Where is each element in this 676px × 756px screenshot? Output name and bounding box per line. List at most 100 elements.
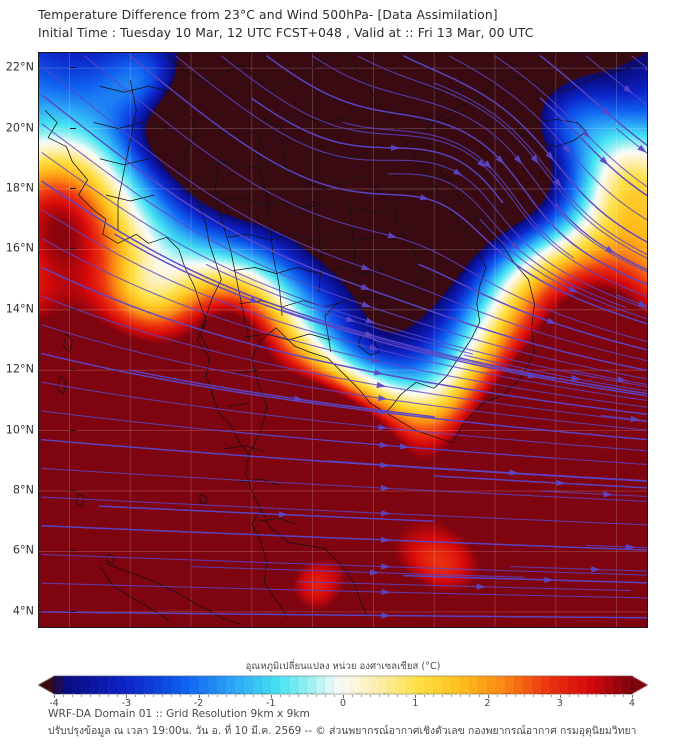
colorbar-minor-tick [496,695,498,697]
colorbar-minor-tick [90,695,92,697]
colorbar-minor-tick [334,695,335,697]
colorbar-minor-tick [397,695,399,697]
colorbar-minor-tick [189,695,191,697]
colorbar-major-tick [343,695,344,698]
y-axis-tick [70,490,76,492]
colorbar-gradient [38,675,648,695]
y-axis-tick [70,248,76,250]
colorbar-minor-tick [243,695,245,697]
colorbar-minor-tick [550,695,552,697]
colorbar-minor-tick [234,695,236,697]
colorbar-tick-label: 2 [484,698,491,709]
chart-title-block: Temperature Difference from 23°C and Win… [38,6,638,42]
colorbar-minor-tick [63,695,64,697]
colorbar-minor-tick [541,695,543,697]
colorbar-minor-tick [180,695,182,697]
colorbar-minor-tick [72,695,74,697]
y-axis-tick-label: 16°N [5,241,34,255]
colorbar-minor-tick [586,695,588,697]
y-axis-tick-label: 20°N [5,121,34,135]
colorbar-tick-label: -3 [121,698,131,709]
colorbar-major-tick [198,695,200,698]
y-axis-tick [70,369,76,371]
y-axis-tick [70,429,76,431]
colorbar-minor-tick [261,695,263,697]
colorbar-minor-tick [216,695,218,697]
colorbar-minor-tick [613,695,615,697]
colorbar-minor-tick [388,695,390,697]
footer-domain-info: WRF-DA Domain 01 :: Grid Resolution 9km … [48,708,310,720]
colorbar-minor-tick [207,695,209,697]
colorbar-minor-tick [379,695,381,697]
y-axis-tick [70,550,76,552]
y-axis-tick-label: 10°N [5,423,34,437]
map-frame [38,52,648,628]
y-axis-tick-label: 8°N [12,483,34,497]
colorbar-minor-tick [532,695,534,697]
colorbar-minor-tick [406,695,408,697]
colorbar-minor-tick [623,695,624,697]
y-axis-tick [70,127,76,129]
y-axis-tick-label: 12°N [5,362,34,376]
colorbar-minor-tick [523,695,525,697]
colorbar-minor-tick [460,695,462,697]
colorbar-minor-tick [469,695,471,697]
colorbar-minor-tick [595,695,597,697]
colorbar-minor-tick [478,695,480,697]
colorbar-title: อุณหภูมิเปลี่ยนแปลง หน่วย องศาเซลเซียส (… [245,661,441,672]
colorbar-minor-tick [279,695,281,697]
colorbar-minor-tick [99,695,101,697]
colorbar-minor-tick [171,695,173,697]
footer-block: WRF-DA Domain 01 :: Grid Resolution 9km … [48,706,658,740]
colorbar-minor-tick [117,695,119,697]
colorbar-minor-tick [288,695,290,697]
y-axis-tick-label: 14°N [5,302,34,316]
colorbar-minor-tick [577,695,579,697]
chart-title-line-1: Temperature Difference from 23°C and Win… [38,7,498,22]
colorbar-area: -4 -3 -2 -1 0 1 2 3 4 [38,675,648,709]
y-axis-tick [70,610,76,612]
colorbar-minor-tick [144,695,146,697]
y-axis-tick-label: 4°N [12,604,34,618]
colorbar-tick-label: -4 [49,698,59,709]
colorbar-major-tick [126,695,128,698]
colorbar-minor-tick [568,695,570,697]
colorbar-minor-tick [370,695,372,697]
colorbar-minor-tick [306,695,308,697]
colorbar-tick-label: -2 [193,698,204,709]
colorbar-minor-tick [324,695,326,697]
colorbar-major-tick [632,695,633,698]
colorbar-tick-label: 1 [412,698,419,709]
colorbar-major-tick [270,695,272,698]
colorbar-minor-tick [505,695,507,697]
chart-title-line-2: Initial Time : Tuesday 10 Mar, 12 UTC FC… [38,25,534,40]
colorbar-minor-tick [352,695,353,697]
colorbar-minor-tick [225,695,227,697]
colorbar-tick-label: 4 [629,698,635,709]
colorbar-tick-label: -1 [266,698,276,709]
colorbar-minor-tick [252,695,254,697]
map-plot-area: 4°N6°N8°N10°N12°N14°N16°N18°N20°N22°N94°… [6,52,648,697]
colorbar-minor-tick [135,695,137,697]
colorbar-minor-tick [451,695,453,697]
y-axis-tick-label: 6°N [12,543,34,557]
colorbar-minor-tick [514,695,516,697]
colorbar-minor-tick [153,695,155,697]
y-axis-tick-label: 18°N [5,181,34,195]
colorbar-minor-tick [442,695,444,697]
colorbar-minor-tick [315,695,317,697]
y-axis-tick [70,67,76,69]
colorbar-tick-label: 0 [340,698,346,709]
colorbar-minor-tick [81,695,83,697]
colorbar-minor-tick [433,695,435,697]
colorbar-minor-tick [604,695,606,697]
y-axis-tick-label: 22°N [5,60,34,74]
y-axis-tick [70,187,76,189]
colorbar-major-tick [487,695,489,698]
colorbar-minor-tick [361,695,363,697]
colorbar-major-tick [559,695,561,698]
colorbar-major-tick [54,695,55,698]
colorbar-tick-label: 3 [556,698,563,709]
colorbar-major-tick [415,695,417,698]
